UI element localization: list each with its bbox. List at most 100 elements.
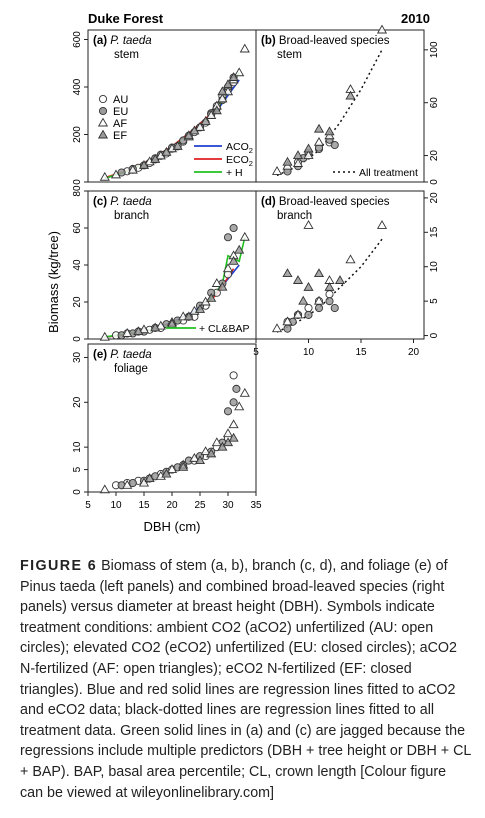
point-eu [330,303,339,313]
y-tick-label: 10 [72,441,83,453]
y-tick-label: 0 [72,336,83,342]
panel-letter: (e) [93,349,110,361]
panel-taxon: P. taeda [110,349,151,361]
panel-taxon: P. taeda [110,196,151,208]
point-ef [292,275,304,284]
point-eu [283,324,292,333]
legend-symbol-label: AF [113,118,127,130]
legend-symbol-label: EF [113,130,127,142]
point-eu [229,398,238,407]
legend-all-treatment: All treatment [333,167,418,179]
regression-line-all [276,49,383,177]
point-eu [117,168,126,177]
point-ef [183,311,194,321]
figure-caption: FIGURE 6 Biomass of stem (a, b), branch … [20,556,472,803]
point-ef [313,268,325,278]
point-ef [189,125,200,135]
panel-subtitle: stem [114,49,139,61]
point-ef [217,441,228,451]
point-af [239,231,250,241]
legend-subscript: 2 [249,146,253,155]
point-ef [183,130,194,140]
legend-marker [98,94,108,104]
point-ef [211,105,222,115]
panel-c: 0 20 40 60 80 (c) P. taeda branch [72,185,257,342]
point-af [239,43,250,53]
point-eu [229,223,238,233]
point-eu [325,297,334,306]
panel-frame [255,29,425,183]
point-af [303,220,314,229]
point-ef [222,437,234,447]
y-tick-label: 5 [72,466,83,472]
point-af [222,428,234,438]
legend-marker [97,129,109,139]
point-ef [133,326,144,336]
point-af [206,110,217,119]
legend-subscript: 2 [249,159,253,168]
y-tick-label: 20 [429,192,440,204]
point-af [138,324,150,334]
point-ef [200,116,211,125]
point-ef [313,123,325,133]
point-ef [324,281,335,291]
x-axis-label: DBH (cm) [143,519,200,534]
panel-subtitle: branch [114,210,149,222]
panel-title: (e) P. taeda [93,349,152,361]
point-af [239,387,250,397]
x-tick-label: 15 [138,500,150,511]
y-tick-label: 5 [429,298,440,304]
y-tick-label: 0 [72,489,83,495]
point-ef [334,275,346,284]
panel-title: (c) P. taeda [93,196,152,208]
legend-line-label: ECO2 [226,154,253,168]
point-ef [217,281,228,291]
point-af [222,263,234,273]
point-ef [324,126,335,136]
point-ef [222,79,234,89]
y-tick-label: 20 [429,150,440,162]
legend-symbol-label: AU [113,94,128,106]
figure-svg: Duke Forest 2010 Biomass (kg/tree) DBH (… [46,11,440,534]
point-af [122,328,133,337]
point-ef [282,268,293,278]
point-af [189,452,200,462]
y-tick-label: 40 [72,259,83,271]
point-af [127,164,138,174]
point-ef [303,281,314,291]
point-ef [298,295,309,305]
y-tick-label: 10 [429,261,440,273]
legend-symbol-label: EU [113,106,128,118]
point-ef [228,255,239,265]
point-ef [234,244,245,254]
legend-cl-bap-label: + CL&BAP [199,323,250,335]
panel-letter: (d) [261,196,279,208]
point-ef [161,468,172,478]
point-ef [150,154,161,163]
y-tick-label: 400 [72,78,83,95]
y-tick-label: 20 [72,396,83,408]
legend-line-label: + H [226,167,243,179]
point-ef [194,303,206,313]
point-af [313,295,325,305]
point-af [292,158,304,167]
panel-letter: (a) [93,35,110,47]
point-eu [128,478,137,488]
point-ef [292,150,304,160]
y-tick-label: 60 [72,222,83,234]
point-af [282,316,293,326]
point-af [376,220,388,229]
panel-title: (a) P. taeda [93,35,152,47]
x-tick-label: 20 [166,500,178,511]
point-ef [178,461,189,471]
panel-letter: (b) [261,35,279,47]
point-af [234,401,245,411]
y-axis-label: Biomass (kg/tree) [46,231,61,333]
point-af [138,477,150,487]
panel-subtitle: foliage [114,363,148,375]
point-ef [161,146,172,156]
point-ef [206,292,217,302]
caption-label: FIGURE 6 [20,558,98,574]
